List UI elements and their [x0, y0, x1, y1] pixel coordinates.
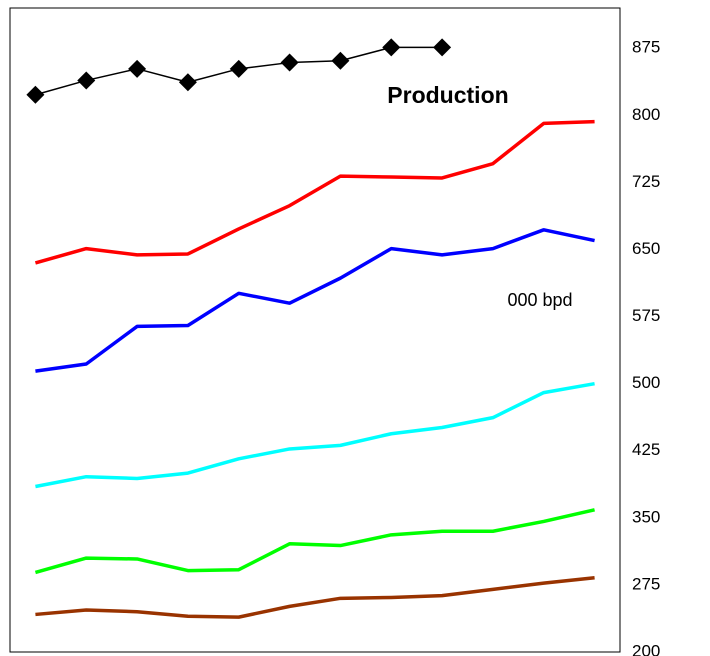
- annotation: Production: [387, 82, 508, 108]
- y-tick-label: 200: [632, 641, 660, 656]
- series-line: [35, 381, 595, 489]
- y-tick-label: 275: [632, 574, 660, 593]
- y-tick-label: 875: [632, 38, 660, 57]
- y-tick-label: 425: [632, 440, 660, 459]
- data-point: [280, 53, 299, 72]
- y-tick-label: 800: [632, 105, 660, 124]
- data-point: [331, 51, 350, 70]
- data-point: [433, 38, 452, 57]
- y-tick-label: 575: [632, 306, 660, 325]
- series-line: [35, 576, 595, 619]
- data-point: [382, 38, 401, 57]
- data-point: [26, 85, 45, 104]
- series-line: [35, 228, 595, 373]
- data-point: [77, 71, 96, 90]
- series-line: [34, 508, 595, 575]
- y-tick-label: 500: [632, 373, 660, 392]
- y-tick-label: 650: [632, 239, 660, 258]
- y-tick-label: 350: [632, 507, 660, 526]
- y-tick-label: 725: [632, 172, 660, 191]
- plot-frame: [9, 7, 621, 653]
- annotation: 000 bpd: [507, 290, 572, 310]
- data-point: [178, 73, 197, 92]
- series-line: [34, 119, 595, 265]
- data-point: [229, 59, 248, 78]
- data-point: [128, 59, 147, 78]
